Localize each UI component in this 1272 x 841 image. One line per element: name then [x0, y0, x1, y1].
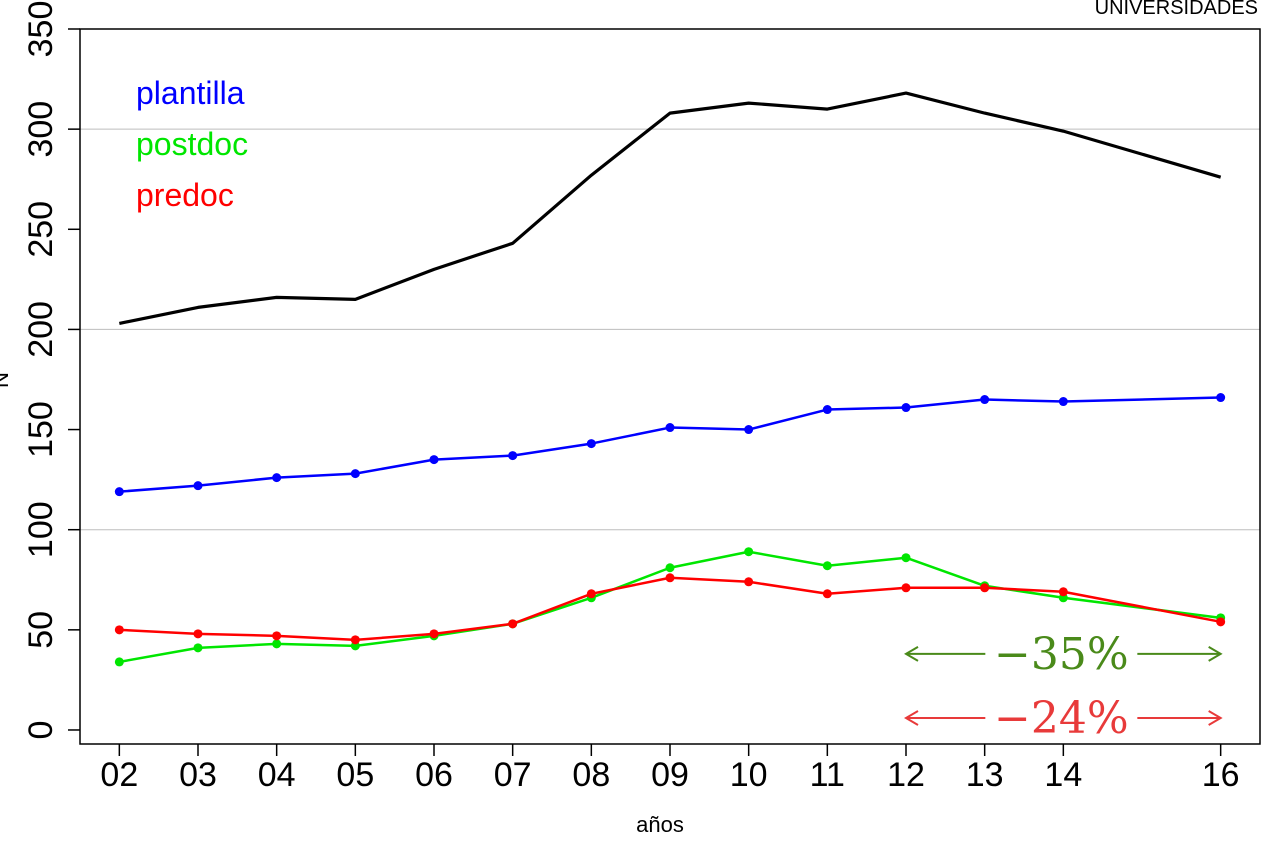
data-point-predoc [822, 589, 832, 599]
data-point-predoc [508, 619, 518, 629]
x-tick-label: 10 [730, 756, 768, 794]
annotation-arrow-1: −24% [904, 693, 1223, 744]
series-line-total [119, 91, 1222, 325]
annotation-label: −24% [994, 693, 1129, 744]
data-point-plantilla [350, 469, 360, 479]
data-point-predoc [665, 573, 675, 583]
data-point-plantilla [114, 487, 124, 497]
x-tick-label: 12 [887, 756, 925, 794]
data-point-predoc [1216, 617, 1226, 627]
arrow-left-head [904, 710, 919, 726]
data-point-plantilla [822, 405, 832, 415]
data-point-postdoc [193, 643, 203, 653]
y-tick-label: 0 [22, 721, 60, 740]
legend-entry-predoc: predoc [136, 177, 234, 213]
x-tick-label: 09 [651, 756, 689, 794]
data-point-predoc [429, 629, 439, 639]
data-point-predoc [193, 629, 203, 639]
series-line-plantilla [119, 396, 1221, 493]
legend: plantilla postdoc predoc [136, 75, 248, 213]
data-point-predoc [901, 583, 911, 593]
data-point-plantilla [586, 439, 596, 449]
x-tick-label: 08 [572, 756, 610, 794]
data-point-predoc [744, 577, 754, 587]
data-point-predoc [980, 583, 990, 593]
x-tick-label: 14 [1044, 756, 1082, 794]
y-tick-label: 250 [22, 201, 60, 258]
data-point-predoc [272, 631, 282, 641]
data-point-plantilla [744, 425, 754, 435]
arrow-left-head [904, 646, 919, 662]
annotation-arrow-0: −35% [904, 629, 1223, 680]
data-point-postdoc [822, 561, 832, 571]
series-line-postdoc [119, 550, 1221, 664]
data-point-predoc [586, 589, 596, 599]
data-point-plantilla [665, 423, 675, 433]
x-tick-label: 11 [810, 756, 845, 794]
data-point-plantilla [193, 481, 203, 491]
y-tick-label: 350 [22, 1, 60, 58]
gridlines [80, 128, 1260, 531]
arrow-right-head [1208, 646, 1223, 662]
data-point-predoc [350, 635, 360, 645]
data-point-plantilla [1216, 393, 1226, 403]
arrow-right-head [1208, 710, 1223, 726]
y-tick-label: 300 [22, 101, 60, 158]
chart-title: UNIVERSIDADES [1095, 0, 1258, 19]
x-tick-label: 02 [100, 756, 138, 794]
x-tick-label: 06 [415, 756, 453, 794]
data-point-postdoc [901, 553, 911, 563]
y-tick-label: 100 [22, 501, 60, 558]
x-tick-label: 04 [258, 756, 296, 794]
legend-entry-plantilla: plantilla [136, 75, 245, 111]
data-point-plantilla [508, 451, 518, 461]
data-point-postdoc [114, 657, 124, 667]
y-tick-label: 150 [22, 401, 60, 458]
data-point-plantilla [429, 455, 439, 465]
y-tick-label: 50 [22, 611, 60, 649]
data-point-postdoc [272, 639, 282, 649]
x-tick-label: 16 [1202, 756, 1240, 794]
x-tick-label: 13 [966, 756, 1004, 794]
data-point-predoc [1058, 587, 1068, 597]
data-point-plantilla [272, 473, 282, 483]
data-point-plantilla [901, 403, 911, 413]
x-tick-label: 03 [179, 756, 217, 794]
y-axis: 0 50 100 150 200 250 300 350 [22, 1, 80, 740]
annotation-label: −35% [994, 629, 1129, 680]
x-tick-label: 05 [336, 756, 374, 794]
x-axis-title: años [636, 812, 684, 837]
data-point-predoc [114, 625, 124, 635]
legend-entry-postdoc: postdoc [136, 126, 248, 162]
data-point-postdoc [744, 547, 754, 557]
annotations: −35% −24% [904, 629, 1223, 744]
x-tick-label: 07 [494, 756, 532, 794]
y-tick-label: 200 [22, 301, 60, 358]
series-group [114, 91, 1226, 667]
data-point-postdoc [665, 563, 675, 573]
data-point-plantilla [1058, 397, 1068, 407]
y-axis-title: N [0, 372, 13, 388]
data-point-plantilla [980, 395, 990, 405]
series-line-predoc [119, 576, 1221, 642]
x-axis: 02 03 04 05 06 07 08 09 10 11 12 13 14 16 [100, 744, 1240, 794]
